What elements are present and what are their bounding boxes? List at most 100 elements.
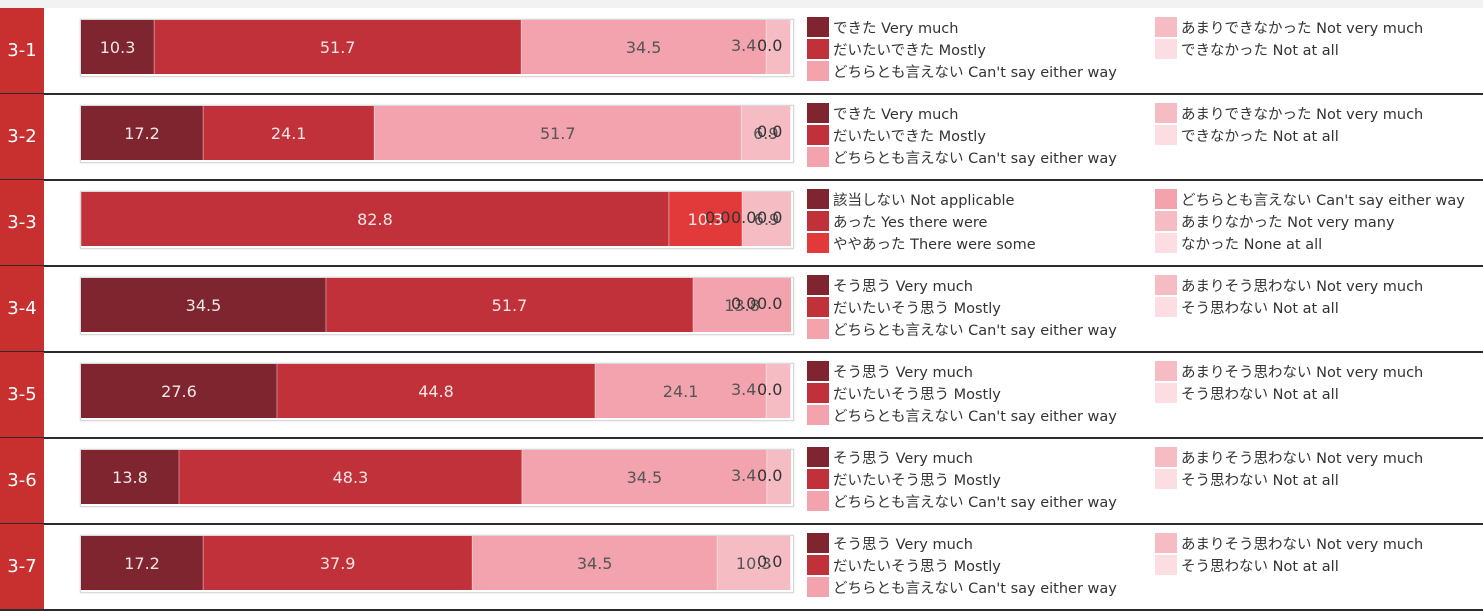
row-label: 3-7 xyxy=(0,524,44,609)
bar-segment xyxy=(203,536,473,590)
legend-swatch xyxy=(806,188,830,210)
legend-label: そう思わない Not at all xyxy=(1181,473,1339,489)
row-label: 3-1 xyxy=(0,8,44,93)
legend-swatch xyxy=(806,210,830,232)
row-label: 3-3 xyxy=(0,180,44,265)
chart-row: 3-4 34.5 51.7 13.8 0.0 0.0 そう思う Very much だいたいそ… xyxy=(0,266,1483,353)
legend-label: ややあった There were some xyxy=(833,237,1036,253)
legend-label: そう思う Very much xyxy=(833,365,973,381)
value-label: 0.0 xyxy=(757,122,783,141)
stacked-bar: 34.5 51.7 13.8 xyxy=(81,278,791,332)
legend-label: あまりできなかった Not very much xyxy=(1181,107,1424,123)
legend-swatch xyxy=(1154,296,1178,318)
legend-label: そう思う Very much xyxy=(833,537,973,553)
bar-segment xyxy=(154,20,522,74)
value-label: 6.9 xyxy=(753,124,778,143)
legend-swatch xyxy=(1154,532,1178,554)
bar-segment xyxy=(521,450,767,504)
legend-swatch xyxy=(806,490,830,512)
legend-label: そう思わない Not at all xyxy=(1181,559,1339,575)
legend-label: あまりそう思わない Not very much xyxy=(1181,279,1424,295)
bar-segment xyxy=(374,106,742,160)
legend-swatch xyxy=(806,446,830,468)
value-label: 0.0 xyxy=(757,208,783,227)
value-label: 3.4 xyxy=(731,36,757,55)
bar-segment xyxy=(742,192,791,246)
legend-label: どちらとも言えない Can't say either way xyxy=(833,65,1117,81)
legend-label: どちらとも言えない Can't say either way xyxy=(833,323,1117,339)
legend-swatch xyxy=(806,60,830,82)
bar-segment xyxy=(717,536,791,590)
value-label: 17.2 xyxy=(124,124,160,143)
legend-swatch xyxy=(1154,382,1178,404)
legend-swatch xyxy=(1154,210,1178,232)
value-label: 0.0 xyxy=(757,552,783,571)
value-label: 44.8 xyxy=(418,382,454,401)
legend-swatch xyxy=(1154,232,1178,254)
bar-segment xyxy=(276,364,596,418)
bar-segment xyxy=(81,192,669,246)
bar-segment xyxy=(178,450,522,504)
value-label: 13.8 xyxy=(112,468,148,487)
legend-swatch xyxy=(806,318,830,340)
legend-label: 該当しない Not applicable xyxy=(833,193,1015,209)
value-label: 27.6 xyxy=(161,382,197,401)
legend-swatch xyxy=(806,274,830,296)
legend-swatch xyxy=(1154,16,1178,38)
value-label: 34.5 xyxy=(186,296,222,315)
legend-label: そう思う Very much xyxy=(833,279,973,295)
legend-swatch xyxy=(806,232,830,254)
legend-label: だいたいそう思う Mostly xyxy=(833,301,1001,317)
stacked-bar: 10.3 51.7 34.5 xyxy=(81,20,791,74)
legend-swatch xyxy=(806,296,830,318)
value-label: 51.7 xyxy=(492,296,528,315)
legend-swatch xyxy=(1154,360,1178,382)
stacked-bar: 82.8 10.3 6.9 xyxy=(81,192,791,246)
value-label: 10.3 xyxy=(688,210,724,229)
legend-label: どちらとも言えない Can't say either way xyxy=(833,151,1117,167)
value-label: 0.0 xyxy=(757,466,783,485)
chart-row: 3-3 82.8 10.3 6.9 0.0 0.0 0.0 該当しない Not applica… xyxy=(0,180,1483,267)
row-label: 3-5 xyxy=(0,352,44,437)
value-label: 10.3 xyxy=(736,554,772,573)
legend-label: だいたいそう思う Mostly xyxy=(833,473,1001,489)
value-label: 13.8 xyxy=(724,296,760,315)
legend-label: そう思う Very much xyxy=(833,451,973,467)
value-label: 0.0 xyxy=(757,36,783,55)
value-label: 0.0 xyxy=(731,294,757,313)
row-label: 3-4 xyxy=(0,266,44,351)
value-label: 51.7 xyxy=(320,38,356,57)
value-label: 10.3 xyxy=(100,38,136,57)
legend-swatch xyxy=(806,554,830,576)
legend-swatch xyxy=(806,124,830,146)
value-label: 82.8 xyxy=(357,210,393,229)
legend-swatch xyxy=(806,404,830,426)
bar-segment xyxy=(81,278,326,332)
legend-label: だいたいできた Mostly xyxy=(833,129,986,145)
value-label: 24.1 xyxy=(271,124,307,143)
legend-label: なかった None at all xyxy=(1181,237,1323,253)
legend-swatch xyxy=(1154,102,1178,124)
legend-label: どちらとも言えない Can't say either way xyxy=(833,409,1117,425)
bar-segment xyxy=(521,20,767,74)
value-label: 34.5 xyxy=(627,468,663,487)
value-label: 0.0 xyxy=(757,294,783,313)
legend-swatch xyxy=(806,146,830,168)
legend-label: どちらとも言えない Can't say either way xyxy=(833,581,1117,597)
legend-swatch xyxy=(806,102,830,124)
legend-label: できた Very much xyxy=(833,21,959,37)
value-label: 6.9 xyxy=(754,210,779,229)
stacked-bar: 13.8 48.3 34.5 xyxy=(81,450,791,504)
legend-swatch xyxy=(1154,38,1178,60)
bar-segment xyxy=(81,450,179,504)
legend-label: だいたいできた Mostly xyxy=(833,43,986,59)
bar-segment xyxy=(81,20,155,74)
stacked-bar: 17.2 24.1 51.7 6.9 xyxy=(81,106,791,160)
value-label: 24.1 xyxy=(663,382,699,401)
legend-label: あまりそう思わない Not very much xyxy=(1181,365,1424,381)
legend-swatch xyxy=(1154,188,1178,210)
legend-label: だいたいそう思う Mostly xyxy=(833,559,1001,575)
legend-label: あまりそう思わない Not very much xyxy=(1181,537,1424,553)
value-label: 3.4 xyxy=(731,466,757,485)
legend-label: できなかった Not at all xyxy=(1181,129,1339,145)
